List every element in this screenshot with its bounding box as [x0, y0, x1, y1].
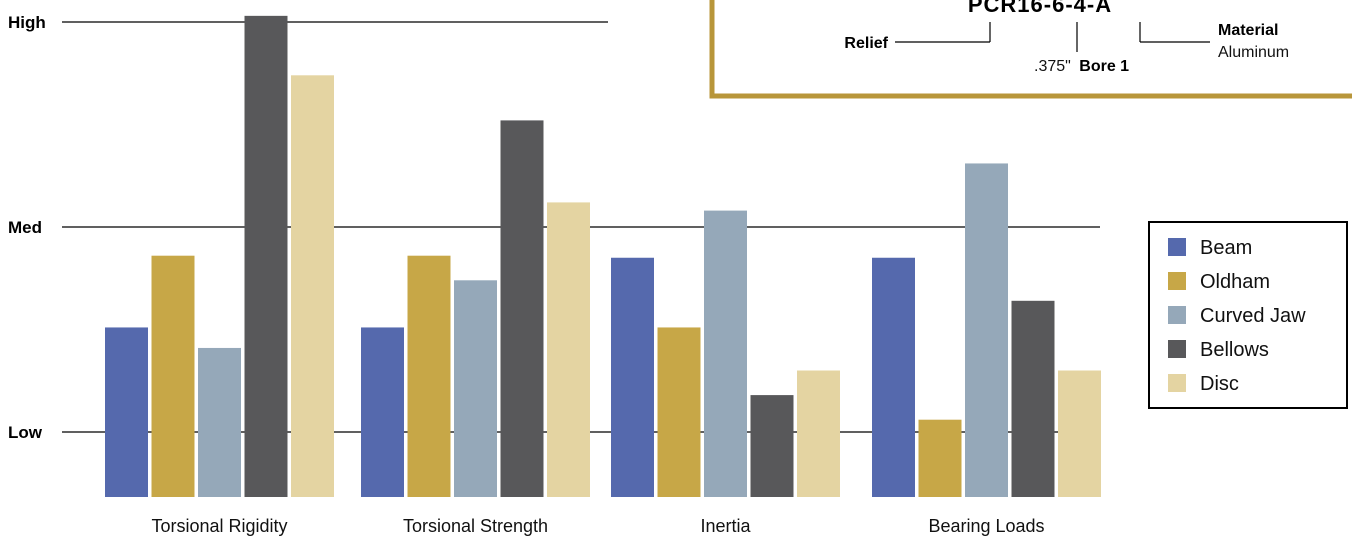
legend-items: Beam Oldham Curved Jaw Bellows Disc — [1168, 237, 1306, 395]
relief-label: Relief — [844, 35, 888, 52]
bar-beam-0 — [105, 327, 148, 497]
material-value: Aluminum — [1218, 44, 1289, 61]
bars — [105, 15, 1101, 498]
bar-disc-1 — [547, 202, 590, 497]
bar-beam-3 — [872, 257, 915, 497]
legend-label: Beam — [1200, 237, 1252, 259]
x-tick-label: Torsional Rigidity — [151, 516, 287, 536]
x-tick-label: Torsional Strength — [403, 516, 548, 536]
bar-disc-2 — [797, 370, 840, 497]
legend-swatch — [1168, 340, 1186, 358]
bar-oldham-2 — [657, 327, 701, 497]
bar-beam-2 — [611, 257, 654, 497]
bar-curved-jaw-2 — [704, 210, 747, 497]
y-tick-label: Low — [8, 423, 43, 442]
legend-swatch — [1168, 374, 1186, 392]
bar-disc-3 — [1058, 370, 1101, 497]
bore-value: .375" — [1034, 58, 1071, 75]
bar-curved-jaw-0 — [198, 347, 241, 497]
bar-oldham-0 — [151, 255, 195, 497]
bore-callout: .375" Bore 1 — [1034, 58, 1129, 75]
y-tick-label: Med — [8, 218, 42, 237]
x-tick-label: Inertia — [700, 516, 751, 536]
bar-bellows-1 — [500, 120, 544, 498]
legend-swatch — [1168, 306, 1186, 324]
bar-curved-jaw-1 — [454, 280, 497, 497]
material-label: Material — [1218, 22, 1278, 39]
bar-oldham-3 — [918, 419, 962, 497]
legend-swatch — [1168, 272, 1186, 290]
y-axis-labels: Low Med High — [8, 13, 46, 442]
bore-label: Bore 1 — [1079, 58, 1129, 75]
y-tick-label: High — [8, 13, 46, 32]
legend-label: Disc — [1200, 373, 1239, 395]
x-axis-labels: Torsional Rigidity Torsional Strength Iner… — [151, 516, 1044, 536]
callout-frame — [709, 0, 1352, 99]
legend-label: Bellows — [1200, 339, 1269, 361]
bar-bellows-0 — [244, 15, 288, 497]
bar-beam-1 — [361, 327, 404, 497]
part-number-code: PCR16-6-4-A — [968, 0, 1112, 17]
bar-bellows-3 — [1011, 300, 1055, 497]
bar-curved-jaw-3 — [965, 163, 1008, 497]
bar-disc-0 — [291, 75, 334, 498]
legend: Beam Oldham Curved Jaw Bellows Disc — [1148, 221, 1348, 409]
legend-label: Oldham — [1200, 271, 1270, 293]
legend-label: Curved Jaw — [1200, 305, 1306, 327]
bar-oldham-1 — [407, 255, 451, 497]
x-tick-label: Bearing Loads — [928, 516, 1044, 536]
part-number-callout: PCR16-6-4-A Relief .375" Bore 1 Material… — [709, 0, 1352, 99]
bar-bellows-2 — [750, 395, 794, 497]
legend-swatch — [1168, 238, 1186, 256]
